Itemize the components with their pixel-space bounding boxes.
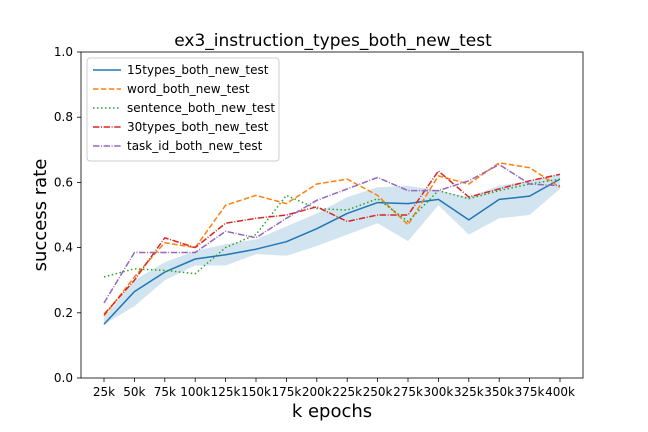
x-tick-label: 175k xyxy=(271,385,301,399)
x-tick-label: 75k xyxy=(154,385,176,399)
x-tick-label: 375k xyxy=(515,385,545,399)
x-tick-label: 250k xyxy=(363,385,393,399)
y-tick-label: 1.0 xyxy=(54,45,73,59)
y-tick-label: 0.2 xyxy=(54,306,73,320)
chart-title: ex3_instruction_types_both_new_test xyxy=(174,31,492,51)
y-axis-label: success rate xyxy=(30,159,51,272)
series-line-1 xyxy=(103,178,561,325)
y-tick-label: 0.6 xyxy=(54,175,73,189)
x-tick-label: 275k xyxy=(393,385,423,399)
y-tick-label: 0.8 xyxy=(54,110,73,124)
x-axis-label: k epochs xyxy=(292,401,372,422)
legend-label-1: 15types_both_new_test xyxy=(127,63,269,77)
x-tick-label: 125k xyxy=(211,385,241,399)
legend-label-3: sentence_both_new_test xyxy=(127,101,275,115)
series-line-4 xyxy=(103,170,561,315)
legend-label-4: 30types_both_new_test xyxy=(127,120,269,134)
x-tick-label: 225k xyxy=(332,385,362,399)
legend-label-5: task_id_both_new_test xyxy=(127,139,263,153)
x-tick-label: 325k xyxy=(454,385,484,399)
plot-frame xyxy=(80,51,584,379)
series-line-3 xyxy=(103,178,561,278)
x-tick-label: 25k xyxy=(93,385,115,399)
x-tick-label: 150k xyxy=(241,385,271,399)
x-tick-label: 200k xyxy=(302,385,332,399)
y-tick-label: 0.4 xyxy=(54,241,73,255)
y-tick-label: 0.0 xyxy=(54,371,73,385)
confidence-band-1 xyxy=(104,174,560,325)
x-tick-label: 400k xyxy=(545,385,575,399)
x-tick-label: 350k xyxy=(484,385,514,399)
legend: 15types_both_new_test word_both_new_tests… xyxy=(86,57,280,162)
legend-label-2: word_both_new_test xyxy=(127,82,250,96)
x-tick-label: 100k xyxy=(180,385,210,399)
x-tick-label: 300k xyxy=(423,385,453,399)
x-tick-label: 50k xyxy=(123,385,145,399)
legend-box xyxy=(86,57,280,162)
series-line-5 xyxy=(103,163,561,304)
